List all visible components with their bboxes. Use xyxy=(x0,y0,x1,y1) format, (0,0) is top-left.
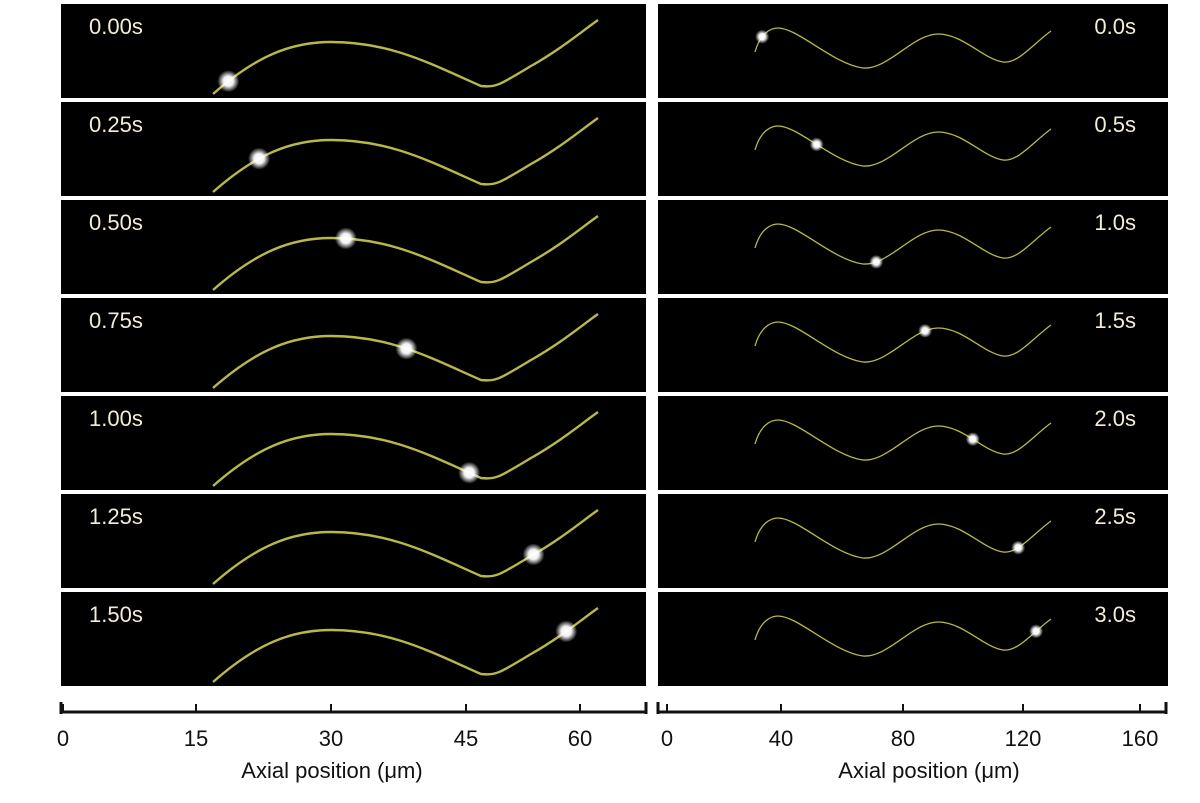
right-frame-image xyxy=(754,321,1052,363)
axis-tick-label: 15 xyxy=(183,726,209,751)
left-particle xyxy=(458,461,481,484)
left-frame-image xyxy=(212,313,599,389)
right-axis-title: Axial position (μm) xyxy=(838,758,1020,783)
axis-tick-label: 40 xyxy=(768,726,794,751)
axis-tick-label: 45 xyxy=(453,726,479,751)
right-frame-2: 1.0s xyxy=(658,200,1168,294)
right-frame-image xyxy=(754,223,1052,269)
left-fiber xyxy=(212,19,599,95)
left-frame-image xyxy=(212,117,599,193)
right-particle xyxy=(918,323,933,338)
left-fiber xyxy=(212,117,599,193)
right-fiber xyxy=(754,321,1052,363)
left-time-label: 0.25s xyxy=(89,112,143,137)
right-time-label: 2.5s xyxy=(1094,504,1136,529)
axis-tick-label: 120 xyxy=(1004,726,1042,751)
left-time-label: 0.50s xyxy=(89,210,143,235)
left-time-label: 1.25s xyxy=(89,504,143,529)
right-particle xyxy=(869,254,884,269)
left-time-label: 1.00s xyxy=(89,406,143,431)
right-particle xyxy=(755,29,770,44)
right-frame-image xyxy=(754,615,1052,657)
right-frame-image xyxy=(754,125,1052,167)
right-time-label: 1.5s xyxy=(1094,308,1136,333)
right-frame-stack: 0.0s 0.5s 1.0s 1.5s 2.0s 2.5s 3.0s xyxy=(658,4,1168,692)
right-frame-image xyxy=(754,419,1052,461)
right-time-label: 0.5s xyxy=(1094,112,1136,137)
right-fiber xyxy=(754,615,1052,657)
right-frame-5: 2.5s xyxy=(658,494,1168,588)
left-frame-4: 1.00s xyxy=(61,396,646,490)
right-fiber xyxy=(754,223,1052,265)
left-frame-image xyxy=(212,509,599,585)
axis-tick-label: 160 xyxy=(1121,726,1159,751)
left-time-label: 1.50s xyxy=(89,602,143,627)
left-particle xyxy=(248,147,271,170)
left-fiber xyxy=(212,313,599,389)
right-particle xyxy=(965,432,980,447)
left-axis-line xyxy=(59,702,648,714)
right-frame-4: 2.0s xyxy=(658,396,1168,490)
axis-tick-label: 0 xyxy=(56,726,70,751)
left-particle xyxy=(395,337,418,360)
left-frame-image xyxy=(212,607,599,683)
right-fiber xyxy=(754,27,1052,69)
axis-tick-label: 0 xyxy=(660,726,674,751)
left-axis: Axial position (μm) 0 15 30 45 60 xyxy=(57,700,648,800)
left-time-label: 0.00s xyxy=(89,14,143,39)
right-fiber xyxy=(754,419,1052,461)
left-time-label: 0.75s xyxy=(89,308,143,333)
left-axis-title: Axial position (μm) xyxy=(241,758,423,783)
right-frame-1: 0.5s xyxy=(658,102,1168,196)
left-particle xyxy=(217,70,240,93)
left-frame-6: 1.50s xyxy=(61,592,646,686)
left-frame-image xyxy=(212,411,599,487)
axis-tick-label: 30 xyxy=(318,726,344,751)
left-fiber xyxy=(212,607,599,683)
left-particle xyxy=(522,543,545,566)
left-frame-3: 0.75s xyxy=(61,298,646,392)
axis-tick-label: 80 xyxy=(890,726,916,751)
left-fiber xyxy=(212,411,599,487)
right-frame-image xyxy=(754,27,1052,69)
right-frame-3: 1.5s xyxy=(658,298,1168,392)
right-axis: Axial position (μm) 0 40 80 120 160 xyxy=(656,700,1168,800)
left-frame-2: 0.50s xyxy=(61,200,646,294)
right-frame-0: 0.0s xyxy=(658,4,1168,98)
right-frame-6: 3.0s xyxy=(658,592,1168,686)
right-time-label: 0.0s xyxy=(1094,14,1136,39)
left-frame-0: 0.00s xyxy=(61,4,646,98)
right-frame-image xyxy=(754,517,1052,559)
axis-tick-label: 60 xyxy=(567,726,593,751)
left-particle xyxy=(334,227,357,250)
left-frame-stack: 0.00s 0.25s 0.50s 0.75s 1.00s 1.25s 1.50s xyxy=(61,4,646,692)
left-frame-5: 1.25s xyxy=(61,494,646,588)
right-time-label: 1.0s xyxy=(1094,210,1136,235)
left-fiber xyxy=(212,509,599,585)
left-fiber xyxy=(212,215,599,291)
left-frame-1: 0.25s xyxy=(61,102,646,196)
left-particle xyxy=(555,620,578,643)
right-particle xyxy=(1029,624,1044,639)
right-time-label: 2.0s xyxy=(1094,406,1136,431)
right-fiber xyxy=(754,125,1052,167)
right-particle xyxy=(809,137,824,152)
right-fiber xyxy=(754,517,1052,559)
right-particle xyxy=(1011,540,1026,555)
right-time-label: 3.0s xyxy=(1094,602,1136,627)
left-frame-image xyxy=(212,215,599,291)
left-frame-image xyxy=(212,19,599,95)
right-axis-line xyxy=(656,702,1168,714)
